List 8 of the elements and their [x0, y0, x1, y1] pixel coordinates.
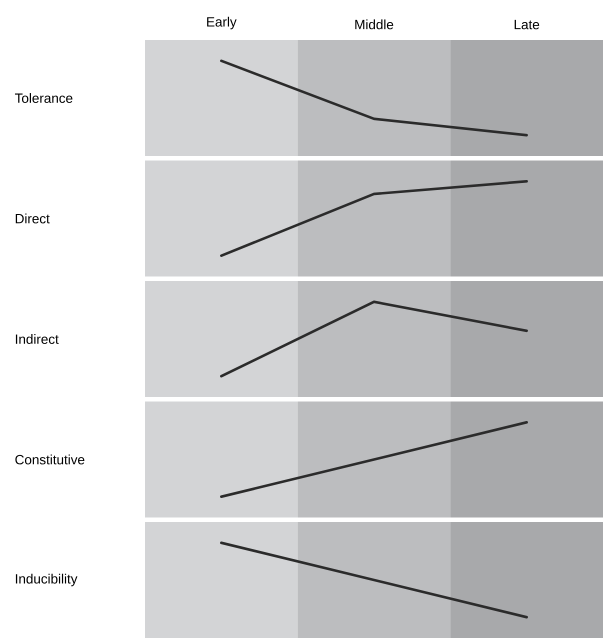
- x-tick-label: Early: [207, 16, 237, 30]
- y-axis-title: Direct: [16, 214, 50, 224]
- x-tick-label: Late: [514, 20, 540, 30]
- x-tick-label: Middle: [355, 19, 394, 30]
- y-axis-title: Tolerance: [14, 93, 72, 103]
- y-axis-title: Inducibility: [16, 574, 78, 586]
- y-axis-title: Indirect: [16, 334, 59, 344]
- y-axis-title: Constitutive: [15, 454, 84, 464]
